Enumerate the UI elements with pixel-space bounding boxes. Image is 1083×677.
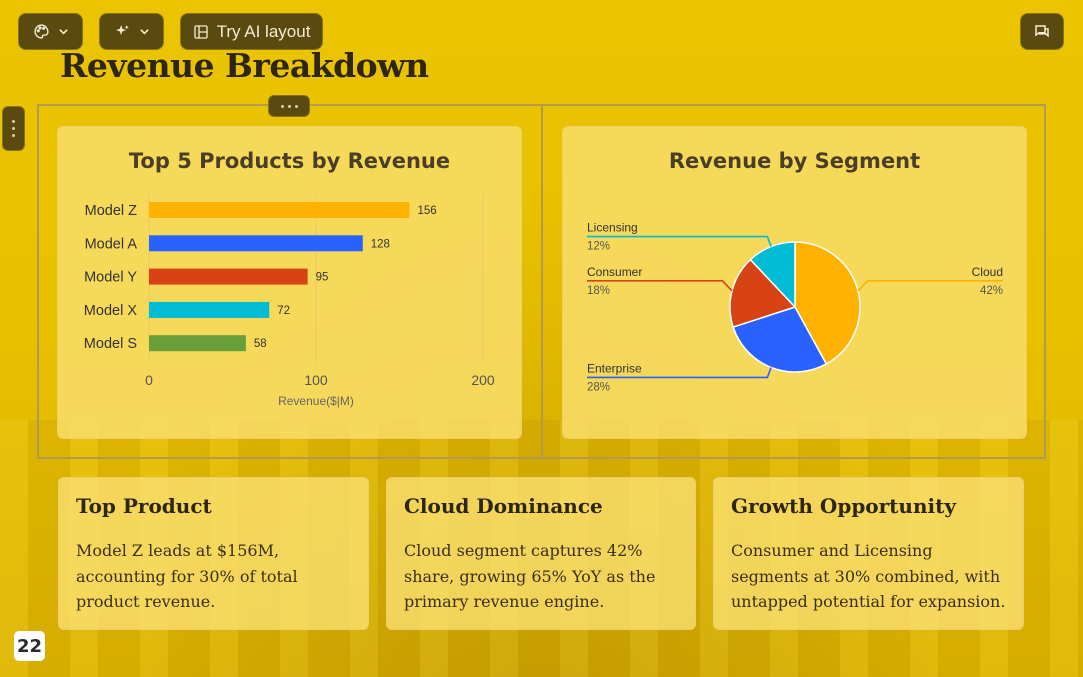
bar — [149, 268, 308, 285]
insight-card-growth-opportunity[interactable]: Growth Opportunity Consumer and Licensin… — [713, 477, 1024, 630]
y-category-label: Model A — [85, 236, 138, 252]
pie-callout-line — [587, 367, 772, 379]
insight-body: Cloud segment captures 42% share, growin… — [404, 541, 656, 611]
pie-callout-line — [587, 280, 733, 292]
pie-slice-label: Enterprise — [587, 361, 642, 375]
bar-chart-card[interactable]: Top 5 Products by Revenue 0 100 200 Model Z… — [57, 126, 522, 439]
pie-slice-percent: 18% — [587, 285, 610, 297]
bar — [149, 335, 246, 352]
bar-value-label: 58 — [254, 338, 267, 350]
pie-slice-label: Cloud — [972, 265, 1003, 279]
bar — [149, 202, 410, 218]
chevron-down-icon — [58, 26, 69, 37]
bar-value-label: 128 — [371, 238, 390, 250]
bar — [149, 235, 363, 252]
bar-value-label: 72 — [277, 305, 290, 317]
x-tick-label: 200 — [471, 372, 495, 388]
layout-icon — [193, 24, 209, 40]
x-tick-label: 100 — [304, 372, 328, 388]
drag-handle[interactable] — [268, 95, 310, 117]
column-divider[interactable] — [541, 104, 543, 459]
page-number-badge: 22 — [14, 631, 45, 661]
y-category-label: Model X — [84, 303, 138, 319]
pie-chart-card[interactable]: Revenue by Segment Cloud 42% Enterprise 28%… — [562, 126, 1027, 439]
palette-icon — [33, 23, 50, 40]
pie-chart-title: Revenue by Segment — [668, 149, 921, 173]
y-category-label: Model Y — [84, 270, 137, 286]
insight-body: Consumer and Licensing segments at 30% c… — [731, 541, 1006, 611]
y-category-label: Model S — [84, 336, 137, 352]
chevron-down-icon — [139, 26, 150, 37]
pie-slice-label: Consumer — [587, 265, 642, 279]
insight-card-top-product[interactable]: Top Product Model Z leads at $156M, acco… — [58, 477, 369, 630]
x-axis-label: Revenue($|M) — [278, 394, 354, 408]
pie-slice — [729, 258, 797, 329]
pie-slice-percent: 42% — [980, 285, 1003, 297]
comment-icon — [1033, 23, 1051, 41]
pie-slice-percent: 12% — [587, 241, 610, 253]
insight-title: Top Product — [76, 494, 212, 518]
bar-chart-title: Top 5 Products by Revenue — [128, 149, 451, 173]
bar — [149, 301, 270, 318]
pie-callout-line — [587, 235, 772, 247]
x-tick-label: 0 — [145, 372, 153, 388]
side-drag-handle[interactable] — [2, 106, 25, 151]
theme-menu-button[interactable] — [18, 13, 83, 50]
pie-chart: Cloud 42% Enterprise 28% Consumer 18% Licensin… — [587, 221, 1003, 393]
pie-slice-percent: 28% — [587, 381, 610, 393]
try-ai-layout-button[interactable]: Try AI layout — [180, 13, 323, 50]
sparkles-icon — [114, 23, 131, 40]
ai-menu-button[interactable] — [99, 13, 164, 50]
y-category-label: Model Z — [85, 203, 138, 219]
bar-chart: 0 100 200 Model Z 156 Model A 128 Model Y 95 Mode… — [84, 194, 495, 408]
bar-value-label: 95 — [316, 272, 329, 284]
insight-card-cloud-dominance[interactable]: Cloud Dominance Cloud segment captures 4… — [386, 477, 696, 630]
pie-slice-label: Licensing — [587, 221, 638, 235]
pie-callout-line — [857, 280, 1003, 292]
slide-title[interactable]: Revenue Breakdown — [60, 46, 429, 85]
bar-value-label: 156 — [418, 205, 437, 217]
insight-title: Growth Opportunity — [731, 494, 956, 518]
insight-title: Cloud Dominance — [404, 494, 603, 518]
try-ai-layout-label: Try AI layout — [216, 21, 311, 41]
comment-button[interactable] — [1020, 13, 1064, 50]
insight-body: Model Z leads at $156M, accounting for 3… — [76, 541, 298, 611]
